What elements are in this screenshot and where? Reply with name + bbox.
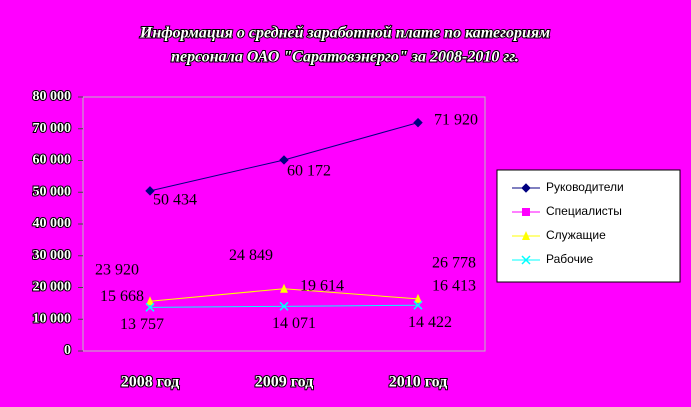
y-tick-label: 80 000: [33, 89, 72, 104]
data-label: 14 071: [272, 315, 316, 332]
legend-marker: [521, 255, 531, 265]
data-point: [414, 261, 422, 270]
data-label: 15 668: [100, 288, 144, 305]
legend-marker: [521, 183, 531, 193]
data-label: 19 614: [300, 277, 344, 294]
y-tick-label: 40 000: [33, 216, 72, 231]
data-label: 26 778: [432, 255, 476, 272]
legend-marker: [522, 208, 530, 216]
data-point: [413, 117, 423, 128]
data-label: 14 422: [408, 314, 452, 331]
data-point: [146, 271, 154, 280]
y-tick-label: 70 000: [33, 121, 72, 136]
y-tick-label: 60 000: [33, 153, 72, 168]
y-tick-label: 30 000: [33, 248, 72, 263]
chart-title: персонала ОАО "Саратовэнерго" за 2008-20…: [171, 49, 519, 66]
x-tick-label: 2008 год: [121, 374, 180, 391]
y-tick-label: 10 000: [33, 311, 72, 326]
legend-label: Руководители: [546, 180, 624, 194]
legend-label: Рабочие: [546, 252, 594, 266]
data-point: [145, 302, 155, 312]
data-point: [280, 283, 288, 293]
data-label: 13 757: [120, 316, 164, 333]
data-point: [146, 296, 154, 306]
y-tick-label: 50 000: [33, 184, 72, 199]
legend-label: Специалисты: [546, 204, 622, 218]
y-tick-label: 20 000: [33, 280, 72, 295]
x-tick-label: 2010 год: [389, 374, 448, 391]
data-point: [414, 293, 422, 303]
x-tick-label: 2009 год: [255, 374, 314, 391]
legend-marker: [522, 231, 530, 240]
legend-label: Служащие: [546, 228, 606, 242]
data-point: [279, 301, 289, 311]
data-point: [280, 268, 288, 277]
data-label: 24 849: [229, 247, 273, 264]
data-point: [279, 155, 289, 165]
data-label: 71 920: [434, 111, 478, 128]
data-point: [413, 300, 423, 310]
chart-title: Информация о средней заработной плате по…: [139, 25, 550, 42]
data-label: 16 413: [432, 278, 476, 295]
data-point: [145, 186, 155, 196]
data-label: 23 920: [95, 262, 139, 279]
data-label: 60 172: [287, 163, 331, 180]
y-tick-label: 0: [64, 343, 71, 358]
data-label: 50 434: [153, 192, 197, 209]
